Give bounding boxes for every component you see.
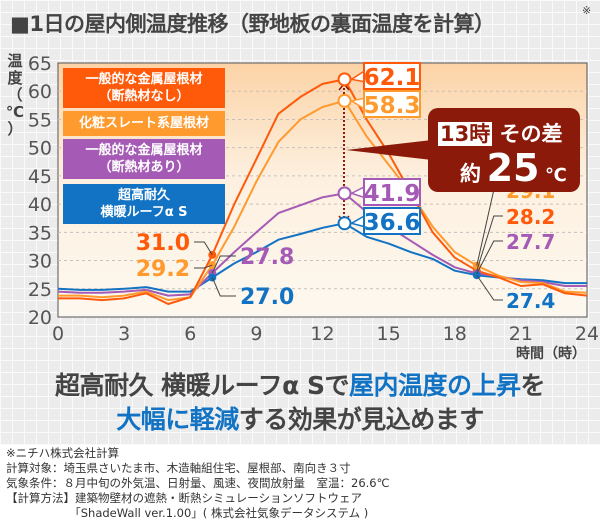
x-tick-label: 3 — [118, 323, 130, 345]
legend-label: 一般的な金属屋根材 — [85, 72, 203, 87]
headline-text: 超高耐久 横暖ルーフα Sで — [54, 371, 350, 400]
leader-line — [211, 255, 236, 274]
x-tick-label: 15 — [377, 323, 401, 345]
value-label-h19: 27.7 — [506, 230, 555, 254]
difference-callout: 13時 その差 約 25 ℃ — [428, 108, 580, 192]
headline-text: する効果が見込めます — [238, 405, 485, 434]
y-tick-label: 65 — [28, 53, 52, 75]
legend-item-slate: 化粧スレート系屋根材 — [63, 111, 225, 136]
y-axis-label-char: ℃ — [6, 103, 24, 121]
y-axis-label-char: 温 — [7, 52, 22, 70]
chart-title: ■1日の屋内側温度推移（野地板の裏面温度を計算） — [10, 12, 495, 36]
leader-line — [476, 274, 503, 301]
point-marker-h13 — [337, 72, 352, 87]
y-tick-label: 30 — [28, 251, 52, 273]
value-label-h7: 31.0 — [136, 231, 190, 256]
headline-line-2: 大幅に軽減する効果が見込めます — [0, 400, 600, 436]
leader-line — [211, 277, 236, 297]
legend-label: 一般的な金属屋根材 — [85, 143, 203, 158]
value-label-h13: 36.6 — [364, 210, 421, 236]
x-tick-label: 21 — [509, 323, 533, 345]
y-axis-label-char: （ — [7, 86, 22, 104]
y-tick-label: 35 — [28, 222, 52, 244]
x-tick-label: 0 — [52, 323, 64, 345]
callout-approx: 約 — [460, 162, 481, 186]
headline-line-1: 超高耐久 横暖ルーフα Sで屋内温度の上昇を — [0, 366, 600, 402]
leader-line — [194, 241, 213, 256]
leader-line — [194, 264, 213, 269]
leader-line — [476, 215, 503, 271]
title-note: ※ — [582, 4, 592, 17]
footnote-line: 計算対象：埼玉県さいたま市、木造軸組住宅、屋根部、南向き３寸 — [6, 461, 351, 475]
headline-text: を — [520, 371, 546, 400]
legend-item-insulated-metal: 一般的な金属屋根材 （断熱材あり） — [63, 139, 225, 179]
x-tick-label: 18 — [443, 323, 467, 345]
legend-item-yokodan-roof: 超高耐久 横暖ルーフα S — [63, 184, 225, 224]
y-tick-label: 55 — [28, 109, 52, 131]
point-marker-h13 — [337, 186, 352, 201]
series-line-1 — [58, 99, 588, 302]
legend-label: 化粧スレート系屋根材 — [78, 116, 209, 131]
value-label-h19: 28.2 — [506, 205, 555, 229]
y-tick-label: 60 — [28, 81, 52, 103]
value-label-h13: 41.9 — [364, 181, 421, 207]
x-tick-label: 6 — [184, 323, 196, 345]
y-tick-label: 45 — [28, 166, 52, 188]
value-label-h19: 27.4 — [506, 289, 555, 313]
value-label-box — [363, 207, 421, 235]
headline-emphasis: 屋内温度の上昇 — [349, 371, 521, 400]
footnote-line: 気象条件：８月中旬の外気温、日射量、風速、夜間放射量 室温：26.6℃ — [6, 476, 390, 490]
callout-text: その差 — [499, 122, 563, 146]
x-tick-label: 9 — [250, 323, 262, 345]
x-tick-label: 24 — [575, 323, 599, 345]
legend-label: 超高耐久 — [117, 188, 170, 203]
legend-item-uninsulated-metal: 一般的な金属屋根材 （断熱材なし） — [63, 68, 225, 108]
y-tick-label: 40 — [28, 194, 52, 216]
footnote-line: 「ShadeWall ver.1.00」( 株式会社気象データシステム ) — [6, 506, 369, 520]
callout-value: 25 — [486, 146, 540, 190]
legend-label: （断熱材あり） — [98, 160, 190, 175]
y-tick-label: 25 — [28, 279, 52, 301]
leader-line — [476, 240, 503, 274]
footnote: ※ニチハ株式会社計算 計算対象：埼玉県さいたま市、木造軸組住宅、屋根部、南向き３寸… — [6, 446, 390, 521]
x-axis-label: 時間（時） — [516, 345, 586, 362]
series-line-0 — [58, 78, 588, 305]
y-axis-label-char: 度 — [7, 69, 23, 87]
value-label-h7: 29.2 — [136, 257, 190, 282]
value-label-h13: 58.3 — [364, 93, 421, 119]
value-label-h13: 62.1 — [364, 65, 421, 91]
value-label-box — [363, 178, 421, 206]
footnote-line: 【計算方法】建築物壁材の遮熱・断熱シミュレーションソフトウェア — [6, 491, 363, 505]
legend-label: （断熱材なし） — [98, 89, 190, 104]
callout-pointer — [346, 140, 432, 160]
callout-time: 13時 — [438, 122, 493, 146]
legend-label: 横暖ルーフα S — [100, 205, 188, 220]
value-label-box — [363, 62, 421, 90]
y-tick-label: 20 — [28, 307, 52, 329]
value-label-h7: 27.0 — [240, 285, 294, 310]
callout-unit: ℃ — [545, 165, 567, 186]
point-marker-h13 — [337, 93, 352, 108]
point-marker-h7 — [208, 250, 217, 259]
headline-emphasis: 大幅に軽減 — [116, 405, 239, 434]
value-label-box — [363, 90, 421, 118]
x-tick-label: 12 — [310, 323, 334, 345]
footnote-line: ※ニチハ株式会社計算 — [6, 446, 120, 460]
point-marker-h13 — [337, 216, 352, 231]
value-label-h7: 27.8 — [240, 245, 294, 270]
y-tick-label: 50 — [28, 138, 52, 160]
y-axis-label-char: ） — [7, 120, 22, 138]
